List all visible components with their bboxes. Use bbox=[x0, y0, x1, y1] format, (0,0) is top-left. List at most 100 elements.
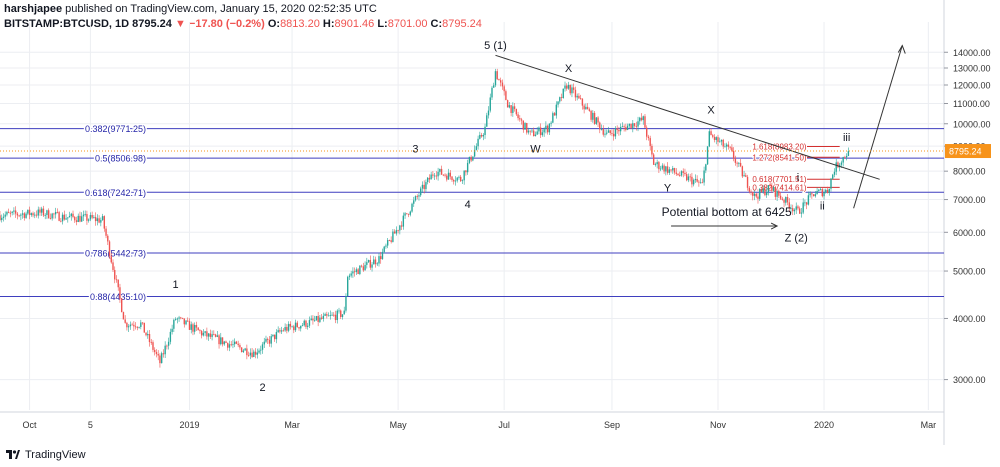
candle-body bbox=[25, 213, 27, 218]
candle bbox=[776, 190, 778, 202]
candle bbox=[185, 319, 187, 326]
candle-body bbox=[37, 209, 39, 216]
candle-body bbox=[461, 180, 464, 182]
candle bbox=[837, 161, 839, 169]
candle-body bbox=[788, 202, 790, 209]
candle bbox=[564, 81, 566, 92]
candle-body bbox=[103, 216, 106, 229]
candle bbox=[383, 245, 385, 254]
candle-body bbox=[371, 264, 373, 268]
candle-body bbox=[378, 256, 380, 264]
candle-body bbox=[559, 97, 561, 102]
candle bbox=[251, 348, 253, 358]
candle bbox=[670, 169, 672, 173]
candle-body bbox=[546, 125, 549, 133]
candle bbox=[42, 205, 45, 218]
candle bbox=[390, 236, 392, 244]
candle-body bbox=[72, 213, 74, 217]
symbol-name[interactable]: BITSTAMP:BTCUSD, 1D bbox=[4, 18, 130, 30]
candle bbox=[652, 153, 655, 165]
candle bbox=[237, 340, 239, 348]
candle-body bbox=[180, 317, 182, 319]
candle-body bbox=[188, 321, 191, 330]
candle bbox=[254, 348, 257, 359]
tradingview-logo-icon[interactable] bbox=[6, 450, 20, 460]
candle-body bbox=[192, 324, 194, 332]
candle-body bbox=[147, 334, 149, 336]
candle bbox=[79, 211, 81, 223]
close-value: 8795.24 bbox=[442, 18, 482, 30]
tradingview-brand[interactable]: TradingView bbox=[25, 449, 86, 461]
candle-body bbox=[148, 334, 151, 343]
candle-body bbox=[444, 174, 446, 176]
grid-lines bbox=[0, 22, 944, 410]
candle-body bbox=[340, 310, 342, 317]
candle bbox=[117, 279, 119, 291]
candle-body bbox=[202, 332, 205, 336]
candle-body bbox=[336, 310, 338, 321]
small-fib-label: 0.618(7701.51) bbox=[752, 175, 807, 184]
candle-body bbox=[456, 177, 458, 181]
candle-body bbox=[93, 216, 95, 218]
candle-body bbox=[746, 176, 749, 188]
candle-body bbox=[750, 191, 752, 193]
candle bbox=[20, 213, 22, 221]
candle-body bbox=[206, 331, 208, 337]
candle-body bbox=[75, 220, 78, 222]
candle-body bbox=[383, 246, 385, 252]
chart-header: harshjapee published on TradingView.com,… bbox=[4, 2, 482, 32]
candle-body bbox=[157, 354, 159, 356]
candle-body bbox=[373, 259, 375, 265]
candle-body bbox=[562, 88, 564, 99]
last-price: 8795.24 bbox=[132, 18, 172, 30]
open-value: 8813.20 bbox=[280, 18, 320, 30]
candle-body bbox=[183, 318, 185, 325]
candle-body bbox=[816, 190, 818, 195]
candle-body bbox=[41, 208, 43, 213]
candle bbox=[811, 192, 813, 199]
candle-body bbox=[94, 216, 97, 222]
candle-body bbox=[473, 149, 476, 157]
candle bbox=[294, 319, 297, 333]
candle-body bbox=[586, 106, 589, 110]
candle bbox=[767, 185, 770, 196]
candle-body bbox=[646, 127, 648, 137]
candle-body bbox=[171, 328, 173, 332]
candle bbox=[34, 212, 36, 219]
candle bbox=[731, 144, 733, 153]
candle bbox=[812, 194, 815, 197]
candle-body bbox=[216, 335, 219, 337]
candle bbox=[233, 338, 236, 348]
author-name[interactable]: harshjapee bbox=[4, 3, 63, 15]
candle-body bbox=[729, 146, 731, 148]
candle-body bbox=[4, 214, 6, 217]
candle bbox=[743, 170, 745, 177]
candle bbox=[348, 273, 351, 281]
candle bbox=[56, 208, 59, 214]
candle bbox=[336, 309, 338, 324]
candle-body bbox=[672, 168, 674, 171]
projection-arrowhead bbox=[897, 44, 906, 54]
candle bbox=[145, 332, 147, 337]
candle bbox=[65, 214, 67, 221]
candle-body bbox=[609, 130, 611, 134]
candle bbox=[58, 210, 60, 222]
candle-body bbox=[56, 211, 59, 213]
candle-body bbox=[6, 211, 8, 215]
candle bbox=[447, 168, 450, 180]
candle-body bbox=[404, 213, 406, 216]
candle-body bbox=[767, 185, 770, 192]
y-tick-label: 3000.00 bbox=[953, 375, 986, 385]
candle bbox=[830, 177, 832, 192]
candle bbox=[646, 125, 648, 141]
candle bbox=[327, 312, 330, 317]
candle bbox=[218, 334, 220, 349]
candle-body bbox=[593, 112, 596, 124]
down-arrow-icon: ▼ bbox=[174, 18, 186, 30]
candle-body bbox=[484, 126, 486, 136]
candle-body bbox=[272, 334, 274, 337]
candle-body bbox=[307, 325, 309, 327]
candle bbox=[409, 210, 411, 217]
candle bbox=[804, 199, 806, 207]
